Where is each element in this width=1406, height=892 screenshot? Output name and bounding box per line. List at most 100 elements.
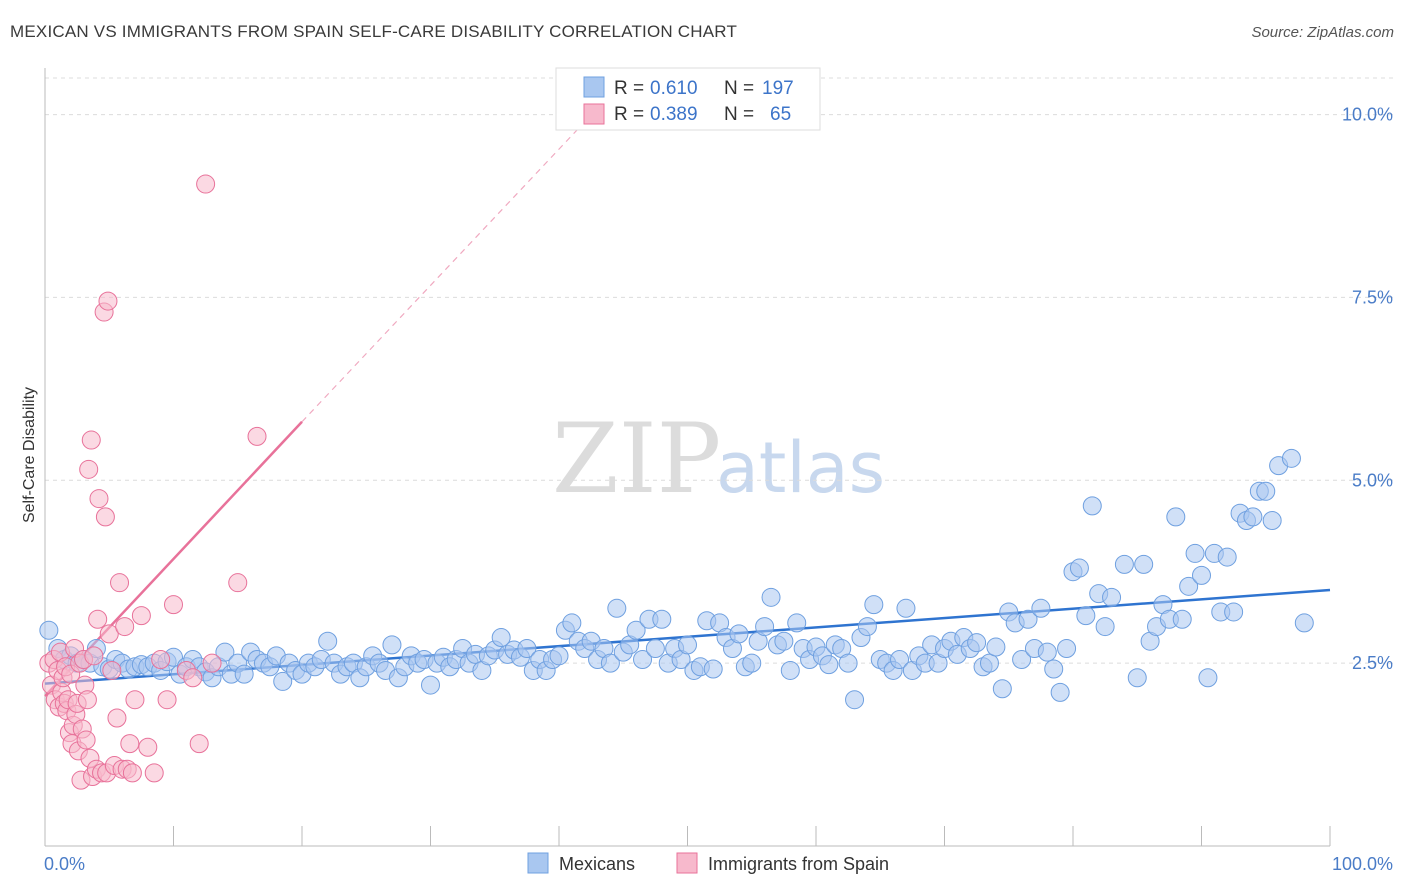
mexicans-point xyxy=(819,655,839,675)
mexicans-point xyxy=(1076,606,1096,626)
mexicans-point xyxy=(1012,649,1032,669)
mexicans-point xyxy=(549,646,569,666)
mexicans-point xyxy=(729,624,749,644)
watermark-atlas: atlas xyxy=(716,427,885,509)
spain-point xyxy=(144,763,164,783)
spain-point xyxy=(131,606,151,626)
spain-point xyxy=(99,624,119,644)
mexicans-point xyxy=(562,613,582,633)
spain-point xyxy=(102,660,122,680)
mexicans-point xyxy=(780,660,800,680)
y-tick-label: 7.5% xyxy=(1352,287,1393,307)
mexicans-point xyxy=(992,679,1012,699)
spain-point xyxy=(151,649,171,669)
legend-r-label-2: R = xyxy=(614,104,644,125)
spain-point xyxy=(81,430,101,450)
mexicans-point xyxy=(273,671,293,691)
mexicans-point xyxy=(1018,609,1038,629)
mexicans-point xyxy=(607,598,627,618)
mexicans-point xyxy=(1095,617,1115,637)
mexicans-point xyxy=(39,620,59,640)
mexicans-point xyxy=(1172,609,1192,629)
legend-swatch-mexicans xyxy=(583,76,605,98)
mexicans-point xyxy=(1069,558,1089,578)
mexicans-point xyxy=(1127,668,1147,688)
mexicans-point xyxy=(491,628,511,648)
mexicans-point xyxy=(761,587,781,607)
mexicans-point xyxy=(742,653,762,673)
mexicans-point xyxy=(986,637,1006,657)
legend-n-label-2: N = xyxy=(724,104,754,125)
mexicans-point xyxy=(845,690,865,710)
x-tick-label-min: 0.0% xyxy=(44,854,85,874)
spain-point xyxy=(79,459,99,479)
legend-r-value-2: 0.389 xyxy=(650,104,698,125)
legend-n-value-1: 197 xyxy=(762,78,794,99)
mexicans-point xyxy=(234,664,254,684)
mexicans-points xyxy=(39,448,1314,710)
mexicans-point xyxy=(838,653,858,673)
spain-point xyxy=(247,426,267,446)
mexicans-point xyxy=(1134,554,1154,574)
mexicans-point xyxy=(1114,554,1134,574)
mexicans-point xyxy=(896,598,916,618)
mexicans-point xyxy=(1102,587,1122,607)
legend-bottom-label-spain: Immigrants from Spain xyxy=(708,854,889,874)
spain-point xyxy=(138,737,158,757)
mexicans-point xyxy=(382,635,402,655)
mexicans-point xyxy=(979,653,999,673)
spain-point xyxy=(183,668,203,688)
mexicans-point xyxy=(1224,602,1244,622)
chart-title: MEXICAN VS IMMIGRANTS FROM SPAIN SELF-CA… xyxy=(10,22,738,41)
spain-point xyxy=(115,617,135,637)
legend-bottom: Mexicans Immigrants from Spain xyxy=(527,852,889,874)
legend-bottom-label-mexicans: Mexicans xyxy=(559,854,635,874)
legend-r-label-1: R = xyxy=(614,78,644,99)
mexicans-point xyxy=(1192,565,1211,585)
legend-n-value-2: 65 xyxy=(770,104,791,125)
spain-point xyxy=(95,507,115,527)
legend-r-value-1: 0.610 xyxy=(650,78,698,99)
spain-point xyxy=(122,763,142,783)
mexicans-point xyxy=(1262,511,1282,531)
spain-point xyxy=(107,708,127,728)
mexicans-point xyxy=(318,631,338,651)
y-axis-title: Self-Care Disability xyxy=(21,387,38,523)
mexicans-point xyxy=(215,642,235,662)
legend-swatch-spain xyxy=(583,103,605,125)
axes xyxy=(44,68,1331,847)
mexicans-point xyxy=(652,609,672,629)
mexicans-point xyxy=(774,631,794,651)
mexicans-point xyxy=(703,659,723,679)
mexicans-point xyxy=(600,653,620,673)
mexicans-point xyxy=(967,633,987,653)
mexicans-point xyxy=(1057,639,1077,659)
mexicans-point xyxy=(857,617,877,637)
mexicans-point xyxy=(1037,642,1057,662)
y-tick-label: 10.0% xyxy=(1342,105,1393,125)
spain-point xyxy=(76,730,96,750)
spain-point xyxy=(84,646,104,666)
mexicans-point xyxy=(678,635,697,655)
mexicans-point xyxy=(864,595,884,615)
mexicans-point xyxy=(1198,668,1218,688)
spain-point xyxy=(164,595,183,615)
mexicans-point xyxy=(1217,547,1237,567)
spain-point xyxy=(228,573,248,593)
mexicans-point xyxy=(633,649,653,669)
spain-point xyxy=(157,690,177,710)
legend-bottom-swatch-mexicans xyxy=(527,852,549,874)
mexicans-point xyxy=(1082,496,1102,516)
mexicans-point xyxy=(1050,682,1070,702)
spain-point xyxy=(125,690,145,710)
spain-point xyxy=(189,734,209,754)
mexicans-point xyxy=(787,613,807,633)
legend-top: R = 0.610 N = 197 R = 0.389 N = 65 xyxy=(555,67,821,131)
y-tick-label: 2.5% xyxy=(1352,653,1393,673)
mexicans-point xyxy=(421,675,440,695)
x-tick-label-max: 100.0% xyxy=(1332,854,1393,874)
spain-point xyxy=(77,690,97,710)
spain-point xyxy=(196,174,216,194)
legend-n-label-1: N = xyxy=(724,78,754,99)
mexicans-point xyxy=(1185,543,1205,563)
